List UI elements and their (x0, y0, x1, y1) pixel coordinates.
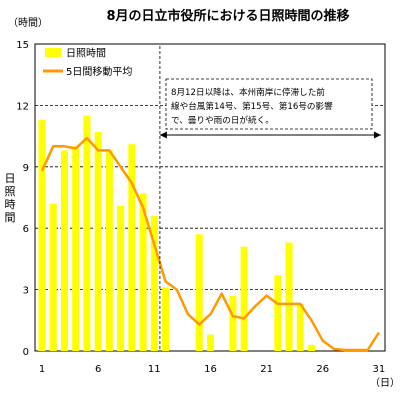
bar (150, 215, 158, 351)
y-label-char: 間 (5, 211, 16, 224)
legend-bar-swatch (45, 48, 61, 57)
annotation-text-line: 8月12日以降は、本州南岸に停滞した前 (171, 86, 325, 98)
y-tick-labels: 0 3 6 9 12 15 (16, 40, 29, 358)
bar (128, 144, 136, 351)
y-label-char: 日 (5, 172, 16, 185)
y-tick-label: 3 (23, 286, 29, 297)
bar (274, 275, 282, 351)
y-tick-label: 0 (23, 347, 29, 358)
x-tick-label: 6 (95, 364, 101, 375)
legend: 日照時間 5日間移動平均 (43, 48, 132, 78)
bar (83, 115, 91, 351)
bar (229, 295, 237, 351)
bar (60, 150, 68, 351)
y-unit-label: （時間） (8, 17, 48, 29)
bar (240, 246, 248, 351)
x-tick-labels: 1 6 11 16 21 26 31 (39, 364, 385, 375)
y-tick-label: 6 (23, 224, 29, 235)
x-unit-label: （日） (370, 377, 400, 389)
y-label-char: 照 (5, 185, 16, 198)
bar (285, 242, 293, 351)
bar (308, 344, 316, 351)
annotation: 8月12日以降は、本州南岸に停滞した前線や台風第14号、第15号、第16号の影響… (159, 46, 381, 351)
bar (162, 287, 170, 351)
moving-average-line (40, 136, 380, 352)
bar (139, 193, 147, 351)
annotation-text-line: で、曇りや雨の日が続く。 (171, 114, 274, 126)
annotation-arrowhead-left (159, 131, 167, 139)
bar (117, 205, 125, 351)
bar (72, 146, 80, 351)
bar (105, 150, 113, 351)
x-tick-label: 26 (316, 364, 329, 375)
legend-bar-label: 日照時間 (66, 48, 106, 60)
x-tick-label: 1 (39, 364, 45, 375)
legend-line-label: 5日間移動平均 (66, 65, 132, 78)
bar (94, 132, 102, 351)
y-tick-label: 15 (16, 40, 29, 51)
annotation-text-line: 線や台風第14号、第15号、第16号の影響 (171, 100, 333, 112)
y-tick-label: 9 (23, 163, 29, 174)
chart-title: 8月の日立市役所における日照時間の推移 (106, 8, 349, 24)
annotation-box (165, 78, 373, 130)
y-label-char: 時 (5, 198, 16, 211)
x-tick-label: 11 (148, 364, 161, 375)
y-tick-label: 12 (16, 101, 29, 112)
x-tick-label: 31 (373, 364, 386, 375)
bar (206, 334, 214, 351)
bar (195, 234, 203, 351)
moving-average-series (40, 136, 380, 352)
x-tick-label: 16 (204, 364, 217, 375)
annotation-arrowhead-right (373, 131, 381, 139)
bar (296, 303, 304, 351)
x-tick-label: 21 (260, 364, 273, 375)
y-axis-label: 日照時間 (5, 172, 16, 224)
bar-series (38, 115, 316, 351)
bar (49, 203, 57, 351)
bar (38, 119, 46, 351)
